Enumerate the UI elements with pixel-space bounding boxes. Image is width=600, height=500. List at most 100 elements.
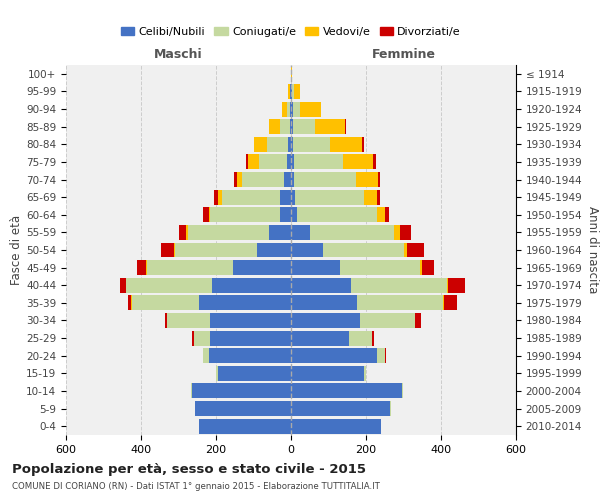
Bar: [291, 384, 401, 398]
Bar: [291, 330, 349, 345]
Bar: [131, 296, 199, 310]
Bar: [269, 119, 280, 134]
Bar: [268, 137, 288, 152]
Bar: [287, 102, 290, 116]
Bar: [291, 137, 293, 152]
Bar: [203, 208, 209, 222]
Bar: [291, 418, 381, 434]
Bar: [221, 190, 280, 204]
Bar: [291, 313, 361, 328]
Bar: [291, 278, 351, 292]
Bar: [288, 137, 291, 152]
Bar: [203, 348, 209, 363]
Bar: [443, 296, 457, 310]
Bar: [292, 84, 294, 99]
Bar: [291, 84, 292, 99]
Bar: [316, 119, 346, 134]
Bar: [295, 190, 364, 204]
Text: Popolazione per età, sesso e stato civile - 2015: Popolazione per età, sesso e stato civil…: [12, 462, 366, 475]
Bar: [377, 208, 385, 222]
Bar: [351, 278, 446, 292]
Bar: [379, 172, 380, 187]
Bar: [448, 278, 464, 292]
Bar: [259, 154, 287, 170]
Legend: Celibi/Nubili, Coniugati/e, Vedovi/e, Divorziati/e: Celibi/Nubili, Coniugati/e, Vedovi/e, Di…: [116, 22, 466, 42]
Bar: [233, 172, 236, 187]
Bar: [191, 384, 291, 398]
Bar: [291, 401, 391, 416]
Text: Femmine: Femmine: [371, 48, 436, 62]
Bar: [294, 172, 356, 187]
Bar: [246, 154, 248, 170]
Bar: [242, 172, 284, 187]
Bar: [166, 313, 167, 328]
Bar: [404, 242, 407, 258]
Bar: [446, 278, 448, 292]
Bar: [293, 102, 301, 116]
Y-axis label: Anni di nascita: Anni di nascita: [586, 206, 599, 294]
Bar: [199, 296, 291, 310]
Bar: [269, 225, 291, 240]
Bar: [257, 242, 291, 258]
Bar: [291, 366, 364, 381]
Bar: [291, 102, 293, 116]
Bar: [356, 296, 443, 310]
Y-axis label: Fasce di età: Fasce di età: [10, 215, 23, 285]
Bar: [280, 119, 290, 134]
Bar: [377, 190, 380, 204]
Bar: [291, 225, 310, 240]
Bar: [211, 208, 280, 222]
Bar: [248, 154, 259, 170]
Bar: [283, 102, 287, 116]
Bar: [291, 190, 295, 204]
Bar: [291, 208, 296, 222]
Bar: [211, 313, 291, 328]
Bar: [291, 260, 340, 275]
Bar: [218, 190, 221, 204]
Bar: [407, 242, 424, 258]
Bar: [349, 330, 371, 345]
Bar: [294, 154, 343, 170]
Bar: [301, 102, 321, 116]
Bar: [196, 401, 291, 416]
Bar: [291, 172, 294, 187]
Bar: [323, 242, 404, 258]
Bar: [377, 348, 385, 363]
Bar: [361, 313, 415, 328]
Bar: [194, 401, 196, 416]
Bar: [216, 366, 218, 381]
Bar: [211, 330, 291, 345]
Bar: [415, 313, 421, 328]
Bar: [290, 119, 291, 134]
Bar: [291, 296, 356, 310]
Bar: [188, 225, 269, 240]
Bar: [291, 119, 293, 134]
Bar: [356, 172, 379, 187]
Bar: [310, 225, 394, 240]
Bar: [294, 84, 299, 99]
Bar: [146, 260, 233, 275]
Bar: [296, 208, 377, 222]
Bar: [179, 225, 186, 240]
Bar: [214, 190, 218, 204]
Bar: [422, 260, 433, 275]
Bar: [218, 366, 291, 381]
Bar: [193, 330, 211, 345]
Text: COMUNE DI CORIANO (RN) - Dati ISTAT 1° gennaio 2015 - Elaborazione TUTTITALIA.IT: COMUNE DI CORIANO (RN) - Dati ISTAT 1° g…: [12, 482, 380, 491]
Bar: [293, 119, 316, 134]
Bar: [343, 154, 373, 170]
Text: Maschi: Maschi: [154, 48, 203, 62]
Bar: [175, 242, 257, 258]
Bar: [137, 260, 146, 275]
Bar: [284, 172, 291, 187]
Bar: [372, 330, 374, 345]
Bar: [186, 225, 188, 240]
Bar: [233, 260, 291, 275]
Bar: [209, 348, 291, 363]
Bar: [385, 208, 389, 222]
Bar: [331, 137, 362, 152]
Bar: [373, 154, 376, 170]
Bar: [254, 137, 268, 152]
Bar: [173, 242, 175, 258]
Bar: [120, 278, 125, 292]
